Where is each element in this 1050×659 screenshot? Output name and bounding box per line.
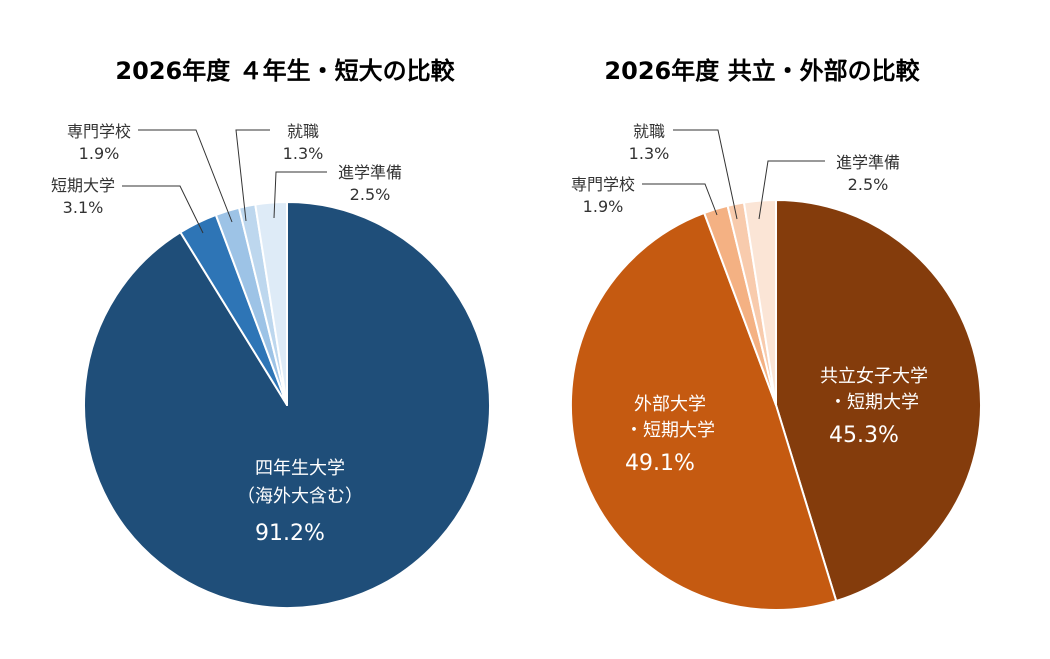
slice-label: 専門学校 1.9% [571, 175, 635, 216]
slice-label: 短期大学 3.1% [51, 176, 115, 217]
slice-percent: 2.5% [350, 185, 391, 204]
slice-percent: 1.3% [283, 144, 324, 163]
pie-slice [775, 199, 983, 602]
slice-percent: 49.1% [625, 451, 695, 476]
slice-name: 専門学校 [571, 175, 635, 194]
leader-lines [122, 129, 327, 234]
slice-label: 進学準備 2.5% [338, 163, 402, 204]
slice-label: 専門学校 1.9% [67, 122, 131, 163]
leader-line [642, 183, 718, 216]
slice-label: 外部大学・短期大学 49.1% [625, 394, 715, 476]
slice-name: 就職 [633, 122, 665, 141]
slice-percent: 1.9% [583, 197, 624, 216]
slice-label: 進学準備 2.5% [836, 153, 900, 194]
leader-line [673, 129, 738, 220]
slice-name: ・短期大学 [829, 392, 919, 413]
leader-line [235, 129, 270, 222]
slice-label: 共立女子大学・短期大学 45.3% [820, 366, 928, 448]
pie-chart-4year-vs-junior: 2026年度 ４年生・短大の比較 四年生大学 （海外大含む） 91.2% 短期大学 3.… [51, 57, 491, 609]
leader-lines [642, 129, 825, 220]
slice-percent: 91.2% [255, 521, 325, 546]
slice-name: 外部大学 [634, 394, 706, 415]
pie-slices [569, 199, 983, 612]
slice-percent: 1.9% [79, 144, 120, 163]
pie-slice [569, 211, 838, 612]
slice-label: 就職 1.3% [283, 122, 324, 163]
chart-title: 2026年度 共立・外部の比較 [604, 57, 920, 85]
slice-name: 進学準備 [836, 153, 900, 172]
pie-slices [83, 201, 491, 609]
slice-label: 四年生大学 （海外大含む） 91.2% [237, 458, 363, 546]
pie-chart-kyoritsu-vs-external: 2026年度 共立・外部の比較 共立女子大学・短期大学 45.3%外部大学・短期大… [569, 57, 983, 612]
slice-name: ・短期大学 [625, 420, 715, 441]
leader-line [273, 171, 327, 219]
slice-name: 四年生大学 [255, 458, 345, 479]
leader-line [122, 185, 204, 234]
slice-name: 共立女子大学 [820, 366, 928, 387]
pie-slice [742, 199, 777, 406]
slice-label: 就職 1.3% [629, 122, 670, 163]
slice-percent: 3.1% [63, 198, 104, 217]
slice-percent: 2.5% [848, 175, 889, 194]
slice-percent: 45.3% [829, 423, 899, 448]
leader-line [138, 129, 233, 223]
slice-name: 専門学校 [67, 122, 131, 141]
slice-name: （海外大含む） [237, 486, 363, 507]
pie-slice [254, 201, 288, 406]
leader-line [758, 160, 825, 220]
slice-percent: 1.3% [629, 144, 670, 163]
slice-name: 短期大学 [51, 176, 115, 195]
slice-labels: 四年生大学 （海外大含む） 91.2% 短期大学 3.1% 専門学校 1.9% 就職 1.3% 進… [51, 122, 402, 546]
slice-name: 就職 [287, 122, 319, 141]
slice-name: 進学準備 [338, 163, 402, 182]
chart-title: 2026年度 ４年生・短大の比較 [115, 57, 455, 85]
slice-labels: 共立女子大学・短期大学 45.3%外部大学・短期大学 49.1%専門学校 1.9%就職… [571, 122, 928, 476]
